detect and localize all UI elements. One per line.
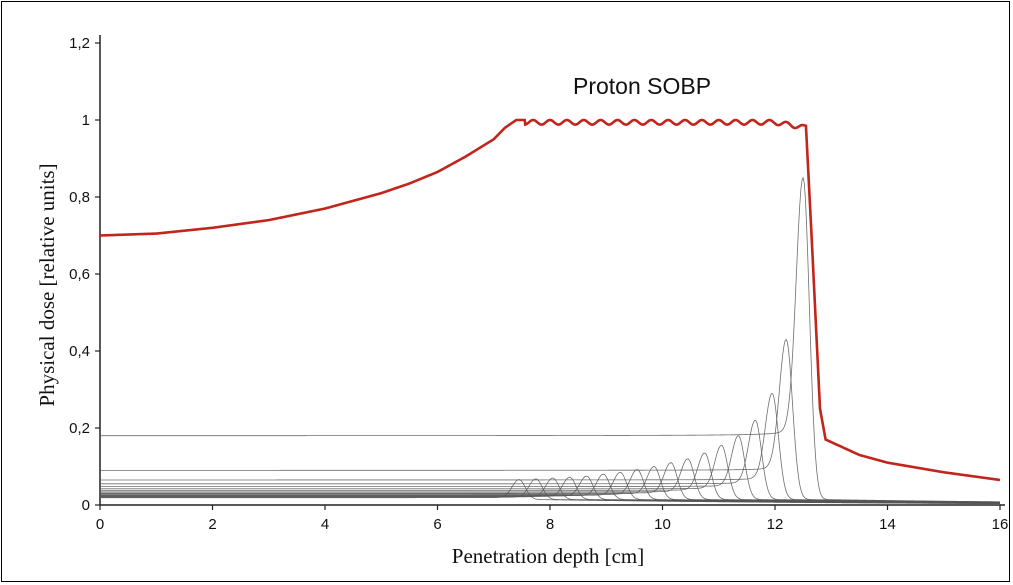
chart-title: Proton SOBP (573, 73, 711, 99)
x-tick-label: 0 (96, 516, 104, 533)
x-tick-label: 2 (208, 516, 216, 533)
x-tick-label: 10 (654, 516, 671, 533)
x-tick-label: 16 (992, 516, 1009, 533)
y-tick-label: 1,2 (69, 35, 90, 52)
pristine-peak-curve-2 (100, 338, 1001, 503)
x-tick-label: 14 (879, 516, 896, 533)
pristine-peak-curve-12 (99, 471, 1001, 504)
x-tick-label: 12 (767, 516, 784, 533)
y-tick-label: 0,2 (69, 420, 90, 437)
y-tick-label: 0,8 (69, 189, 90, 206)
pristine-peak-curve-5 (100, 435, 1001, 503)
sobp-curve (99, 118, 1001, 482)
pristine-peaks-group (99, 176, 1001, 505)
x-tick-label: 4 (321, 516, 329, 533)
y-axis-title: Physical dose [relative units] (35, 163, 59, 406)
x-axis-title: Penetration depth [cm] (452, 544, 644, 568)
y-tick-label: 0 (82, 497, 90, 514)
sobp-group (99, 118, 1001, 482)
y-tick-label: 0,4 (69, 343, 90, 360)
pristine-peak-curve-3 (99, 393, 1001, 503)
pristine-peak-curve-1 (100, 176, 1001, 503)
x-tick-label: 6 (433, 516, 441, 533)
pristine-peak-curve-18 (99, 479, 1000, 505)
y-tick-label: 1 (82, 112, 90, 129)
y-tick-label: 0,6 (69, 266, 90, 283)
axes: 0 0,2 0,4 0,6 0,8 1 1,2 0 2 4 6 8 10 12 14 16 (69, 35, 1008, 533)
x-tick-label: 8 (546, 516, 554, 533)
